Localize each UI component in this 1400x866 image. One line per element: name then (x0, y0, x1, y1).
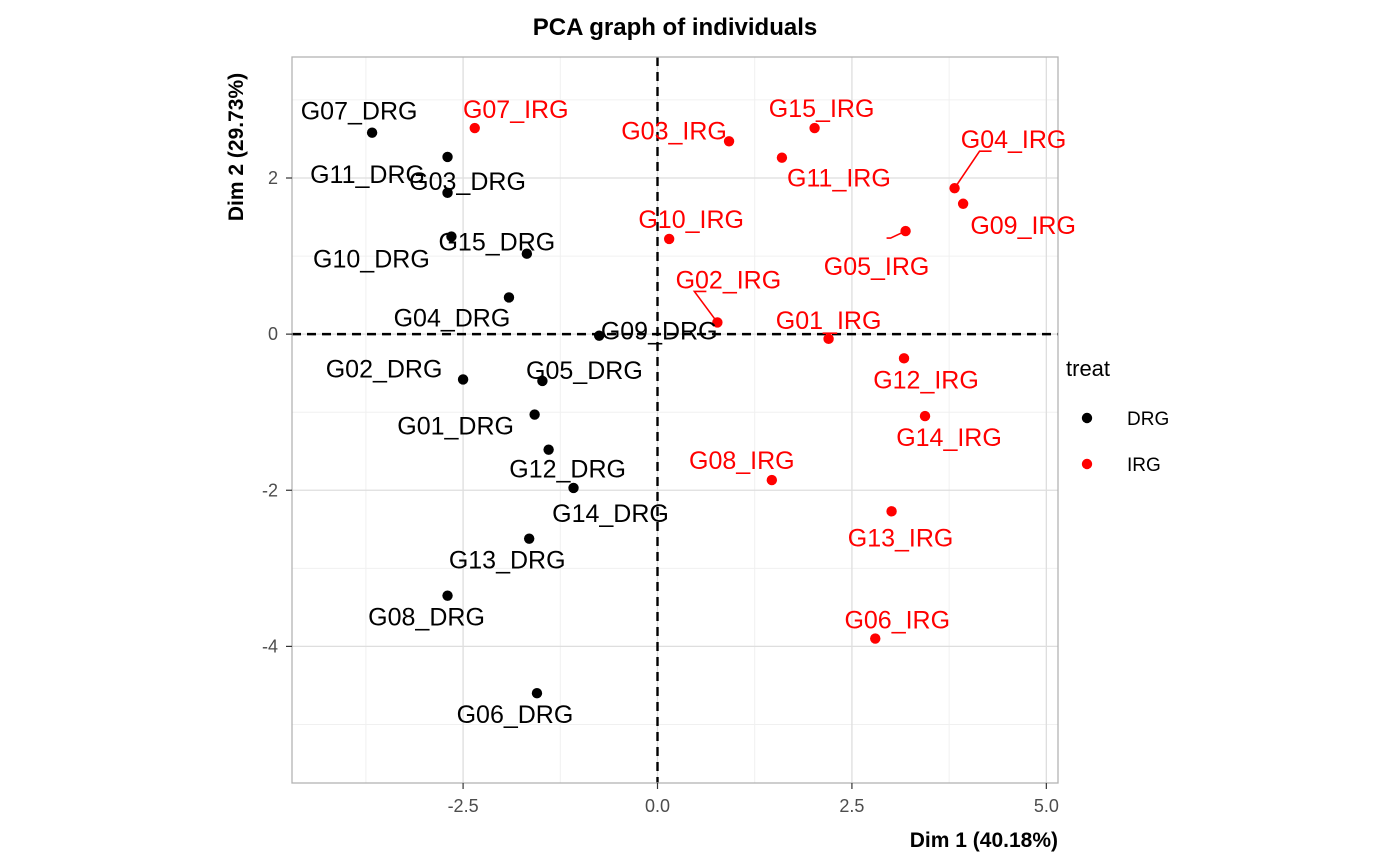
data-point-g04-drg (503, 292, 515, 303)
leader-line (886, 230, 906, 239)
legend-title: treat (1066, 356, 1110, 381)
point-label-g10-irg: G10_IRG (638, 206, 744, 234)
point-label-g09-drg: G09_DRG (601, 318, 718, 346)
legend-label-drg: DRG (1127, 409, 1169, 430)
data-point-g06-drg (531, 688, 543, 699)
point-label-g06-drg: G06_DRG (457, 701, 574, 729)
point-label-g11-drg: G11_DRG (310, 161, 425, 189)
data-point-g09-irg (957, 198, 969, 209)
leader-line (692, 290, 719, 323)
x-tick-label: 0.0 (645, 796, 670, 816)
point-label-g08-drg: G08_DRG (368, 604, 485, 632)
data-point-g06-irg (870, 633, 881, 644)
point-label-g13-irg: G13_IRG (848, 524, 954, 552)
data-point-g05-drg (537, 375, 548, 387)
data-point-g02-irg (712, 317, 723, 328)
data-point-g07-drg (366, 127, 378, 138)
leader-line (953, 150, 992, 189)
point-label-g08-irg: G08_IRG (689, 447, 795, 475)
data-point-g10-irg (663, 233, 675, 245)
point-label-g02-irg: G02_IRG (676, 266, 782, 294)
x-tick-label: 5.0 (1034, 796, 1059, 816)
data-point-g15-drg (521, 248, 533, 259)
axis-ticks: -2.5 0.0 2.5 5.0 -4 -2 0 2 (262, 168, 1059, 816)
point-label-g07-irg: G07_IRG (463, 96, 569, 124)
data-point-g01-drg (529, 409, 540, 420)
point-label-g11-irg: G11_IRG (787, 165, 891, 193)
data-point-g08-drg (442, 590, 453, 601)
data-point-g13-drg (523, 533, 535, 544)
data-point-g10-drg (446, 231, 457, 242)
point-label-g03-irg: G03_IRG (621, 117, 727, 145)
data-point-g12-drg (543, 444, 554, 455)
data-point-g05-irg (900, 225, 911, 237)
point-label-g05-drg: G05_DRG (526, 357, 643, 385)
point-label-g10-drg: G10_DRG (313, 246, 430, 274)
y-tick-label: -2 (262, 480, 278, 500)
point-label-g14-irg: G14_IRG (896, 424, 1002, 452)
x-axis-title: Dim 1 (40.18%) (910, 829, 1058, 852)
point-label-g06-irg: G06_IRG (844, 607, 950, 635)
data-point-g12-irg (898, 353, 910, 364)
point-label-g04-drg: G04_DRG (394, 304, 511, 332)
y-axis-title: Dim 2 (29.73%) (225, 73, 248, 221)
data-point-g15-irg (809, 122, 820, 134)
data-point-g02-drg (457, 374, 469, 385)
point-label-g15-drg: G15_DRG (438, 229, 555, 257)
legend: treat DRG IRG (1066, 356, 1169, 476)
legend-key-drg (1081, 412, 1093, 424)
data-point-g07-irg (469, 122, 480, 134)
point-label-g03-drg: G03_DRG (409, 168, 526, 196)
plot-panel-border (291, 56, 1059, 784)
data-point-g11-irg (776, 152, 788, 163)
point-label-g05-irg: G05_IRG (824, 253, 930, 281)
data-point-g03-drg (442, 187, 453, 199)
point-label-g04-irg: G04_IRG (961, 126, 1067, 154)
reference-lines (292, 57, 1058, 783)
data-point-g13-irg (886, 506, 897, 517)
legend-label-irg: IRG (1127, 455, 1161, 476)
x-tick-label: -2.5 (448, 796, 479, 816)
data-point-g03-irg (723, 136, 735, 147)
point-label-g12-irg: G12_IRG (873, 366, 979, 394)
point-label-g12-drg: G12_DRG (509, 456, 626, 484)
data-points (366, 122, 969, 699)
data-point-g14-drg (568, 482, 579, 494)
data-point-g11-drg (442, 151, 453, 163)
y-tick-label: -4 (262, 636, 278, 656)
legend-key-irg (1081, 458, 1093, 470)
point-label-g01-irg: G01_IRG (776, 307, 882, 335)
point-label-g13-drg: G13_DRG (449, 547, 566, 575)
data-point-g08-irg (766, 474, 778, 486)
point-label-g14-drg: G14_DRG (552, 500, 669, 528)
y-tick-label: 0 (268, 324, 278, 344)
point-label-g07-drg: G07_DRG (301, 98, 418, 126)
label-leader-lines (692, 150, 992, 323)
point-label-g09-irg: G09_IRG (970, 212, 1076, 240)
x-tick-label: 2.5 (839, 796, 864, 816)
chart-title: PCA graph of individuals (533, 14, 817, 41)
data-point-g09-drg (593, 330, 605, 341)
point-label-g15-irg: G15_IRG (769, 95, 875, 123)
data-point-g01-irg (823, 333, 834, 345)
data-point-g14-irg (919, 410, 931, 422)
y-tick-label: 2 (268, 168, 278, 188)
data-point-g04-irg (949, 182, 960, 194)
point-label-g01-drg: G01_DRG (397, 413, 514, 441)
point-label-g02-drg: G02_DRG (326, 355, 443, 383)
